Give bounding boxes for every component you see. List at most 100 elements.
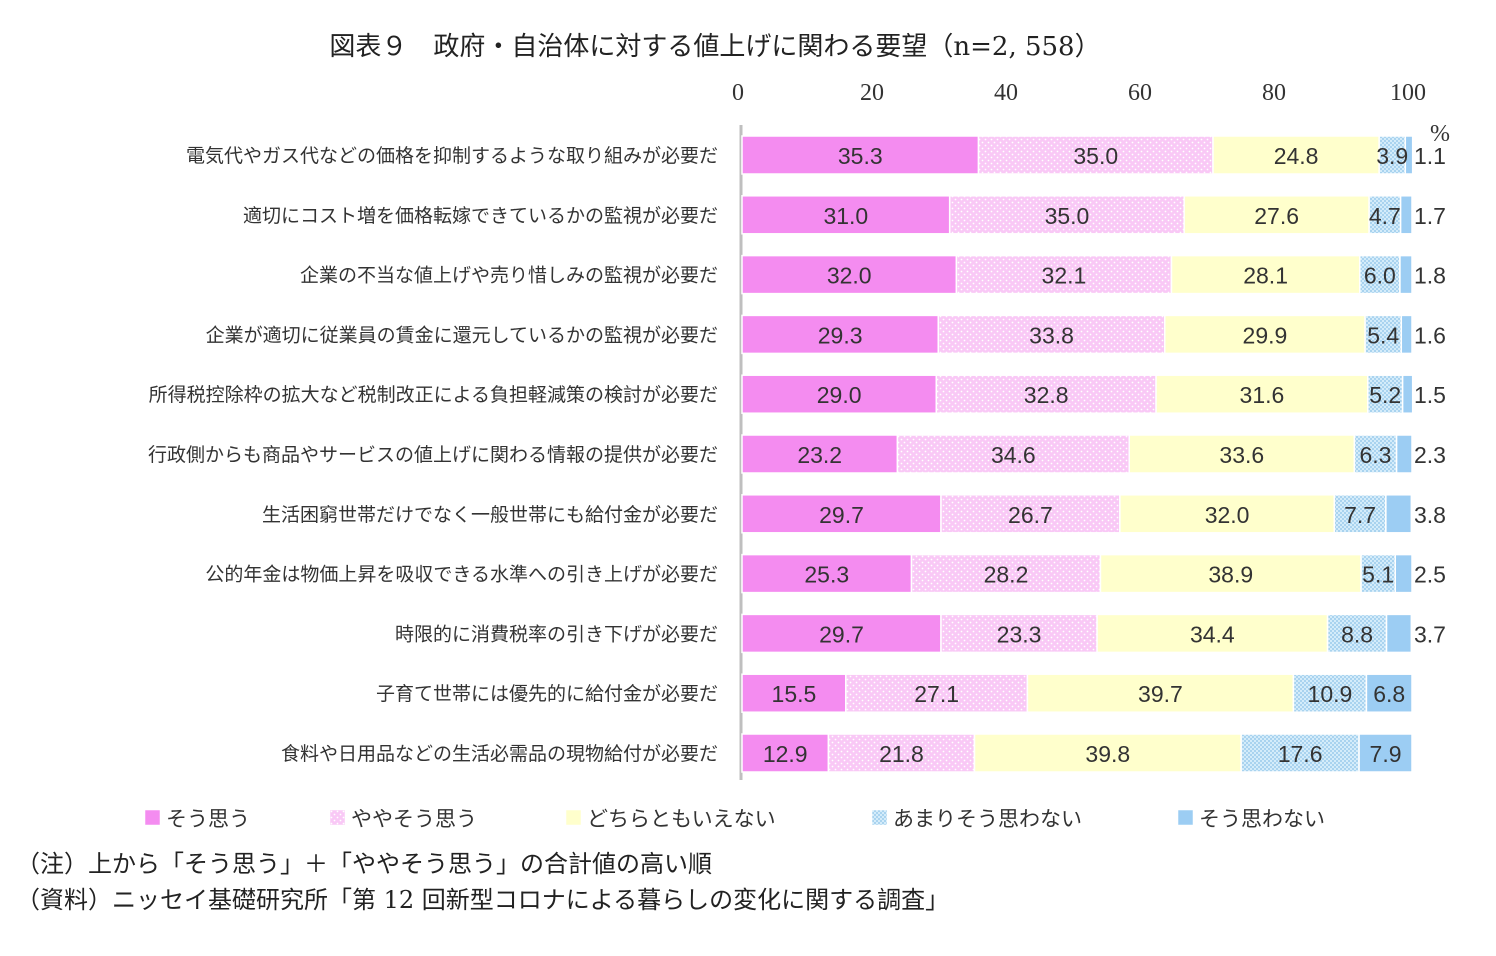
bar-segment [1385,494,1413,534]
data-label: 38.9 [1208,562,1253,588]
data-label: 28.2 [984,562,1029,588]
bar-segment [955,254,1173,295]
legend-swatch [1177,809,1194,826]
bar-segment [1400,314,1413,355]
x-tick-label: 0 [732,80,744,106]
legend-label: ややそう思う [351,807,477,831]
bar-segment [935,374,1157,414]
category-label: 生活困窮世帯だけでなく一般世帯にも給付金が必要だ [262,504,718,526]
bar-segment [741,553,913,594]
legend-swatch [871,809,888,826]
data-label: 33.6 [1219,442,1264,468]
data-label: 3.7 [1414,621,1446,647]
data-label: 23.3 [997,621,1042,647]
data-label: 27.6 [1254,203,1299,229]
data-label: 35.0 [1045,203,1090,229]
data-label: 25.3 [804,562,849,588]
category-label: 企業が適切に従業員の賃金に還元しているかの監視が必要だ [206,324,718,346]
bar-segment [1364,314,1403,355]
category-label: 企業の不当な値上げや売り惜しみの監視が必要だ [300,265,718,287]
category-label: 行政側からも商品やサービスの値上げに関わる情報の提供が必要だ [148,444,718,466]
data-label: 5.2 [1369,382,1401,408]
bar-segment [940,613,1098,654]
category-label: 電気代やガス代などの価格を抑制するような取り組みが必要だ [186,145,718,167]
data-label: 29.7 [819,621,864,647]
chart-notes: （注）上から「そう思う」＋「ややそう思う」の合計値の高い順 （資料）ニッセイ基礎… [16,846,949,918]
bar-segment [1365,673,1413,713]
data-label: 17.6 [1278,741,1323,767]
data-label: 29.7 [819,502,864,528]
data-label: 29.3 [818,322,863,348]
data-label: 24.8 [1274,143,1319,169]
bar-segment [1170,254,1361,295]
data-label: 1.6 [1414,322,1446,348]
data-label: 21.8 [879,741,924,767]
bar-segment [1358,733,1413,773]
data-label: 15.5 [772,681,817,707]
data-label: 1.1 [1414,143,1446,169]
bar-segment [937,314,1166,355]
data-label: 12.9 [763,741,808,767]
data-label: 26.7 [1008,502,1053,528]
x-tick-label: 60 [1128,80,1152,106]
data-label: 29.0 [817,382,862,408]
category-label: 公的年金は物価上昇を吸収できる水準への引き上げが必要だ [205,564,718,586]
data-label: 23.2 [797,442,842,468]
legend-swatch [565,809,582,826]
legend-label: あまりそう思わない [893,807,1082,831]
bar-segment [1401,374,1414,414]
bar-segment [1395,434,1413,474]
legend-label: そう思わない [1199,807,1325,831]
data-label: 5.4 [1367,322,1399,348]
category-label: 食料や日用品などの生活必需品の現物給付が必要だ [281,743,718,765]
data-label: 1.7 [1414,203,1446,229]
data-label: 10.9 [1308,681,1353,707]
category-label: 適切にコスト増を価格転嫁できているかの監視が必要だ [243,205,718,227]
bar-segment [1292,673,1368,713]
bar-segment [741,195,951,235]
data-label: 29.9 [1243,322,1288,348]
data-label: 6.3 [1359,442,1391,468]
data-label: 7.7 [1344,502,1376,528]
data-label: 34.4 [1190,621,1235,647]
data-label: 2.3 [1414,442,1446,468]
bar-segment [1367,374,1404,414]
legend-label: そう思う [166,807,250,831]
bar-segment [741,494,942,534]
x-tick-label: 20 [860,80,884,106]
bar-segment [741,374,938,414]
data-label: 27.1 [914,681,959,707]
data-label: 32.0 [1205,502,1250,528]
category-label: 所得税控除枠の拡大など税制改正による負担軽減策の検討が必要だ [149,384,718,406]
data-label: 33.8 [1029,322,1074,348]
bar-segment [1128,434,1356,474]
data-label: 32.1 [1042,263,1087,289]
data-label: 31.6 [1240,382,1285,408]
bar-segment [1394,553,1413,594]
note-line: （資料）ニッセイ基礎研究所「第 12 回新型コロナによる暮らしの変化に関する調査… [16,886,950,914]
data-label: 35.0 [1073,143,1118,169]
bar-segment [741,314,940,355]
x-tick-label: 100 [1390,80,1426,106]
chart-title: 図表９ 政府・自治体に対する値上げに関わる要望（n=2, 558） [329,32,1101,62]
data-label: 34.6 [991,442,1036,468]
bar-segment [1378,135,1407,175]
x-tick-label: 40 [994,80,1018,106]
data-label: 28.1 [1243,263,1288,289]
bar-segment [741,673,847,713]
bar-segment [1333,494,1387,534]
bar-segment [910,553,1102,594]
bar-segment [1353,434,1398,474]
bar-segment [1240,733,1360,773]
bar-segment [1183,195,1370,235]
data-label: 1.5 [1414,382,1446,408]
stacked-bar-chart: 0 20 40 60 80 100% 電気代やガス代などの価格を抑制するような取り組みが必… [144,80,1450,831]
bar-segment [973,733,1242,773]
x-tick-label: 80 [1262,80,1286,106]
bar-segment [896,434,1131,474]
bar-segment [741,434,899,474]
bar-segment [1399,254,1413,295]
data-label: 5.1 [1362,562,1394,588]
note-line: （注）上から「そう思う」＋「ややそう思う」の合計値の高い順 [16,850,712,878]
bar-segment [845,673,1029,713]
